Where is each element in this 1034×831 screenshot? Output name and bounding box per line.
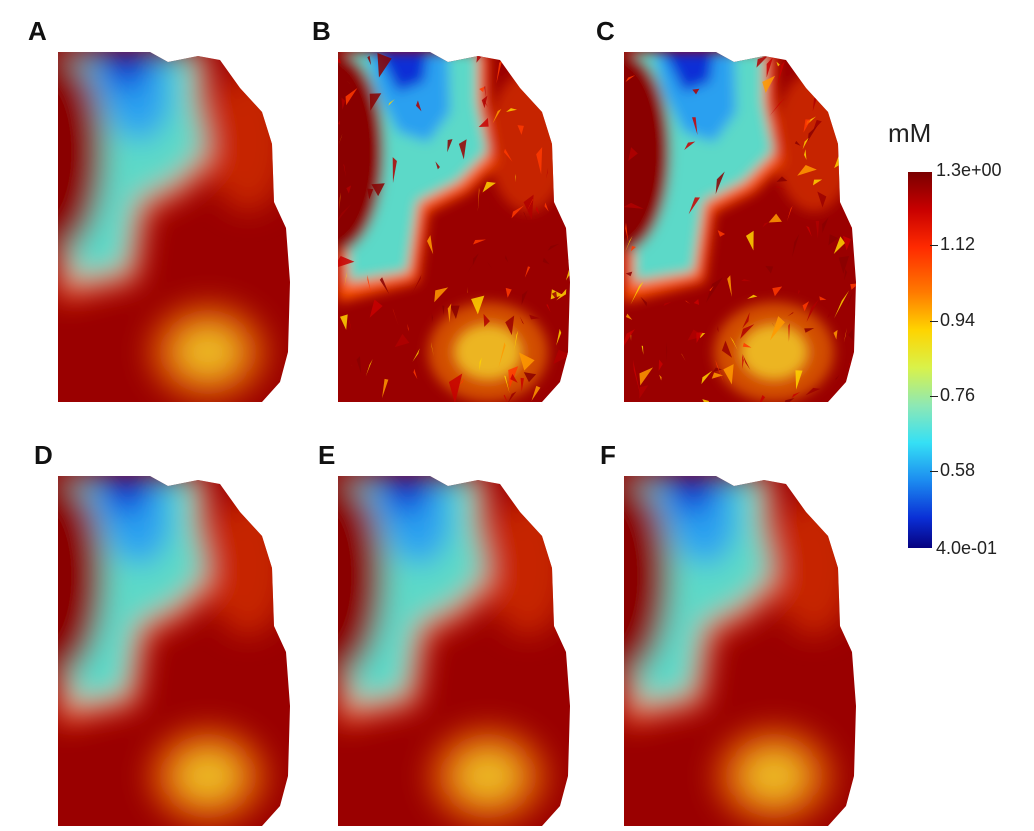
heatmap-svg <box>624 52 856 402</box>
panel-label-c: C <box>596 16 615 46</box>
panel-label-a: A <box>28 16 47 46</box>
colorbar-tick-2: 0.94 <box>930 310 975 331</box>
panel-label-b: B <box>312 16 331 46</box>
colorbar-min-label: 4.0e-01 <box>936 538 998 558</box>
colorbar-tick-1: 1.12 <box>930 234 975 255</box>
panel-label-f: F <box>600 440 616 470</box>
colorbar-title: mM <box>888 118 932 148</box>
heatmap-panel-a <box>58 52 294 402</box>
heatmap-panel-f <box>624 476 860 826</box>
panel-label-d: D <box>34 440 53 470</box>
colorbar-gradient <box>908 172 932 548</box>
heatmap-panel-d <box>58 476 294 826</box>
heatmap-svg <box>58 476 290 826</box>
heatmap-svg <box>338 476 570 826</box>
heatmap-panel-b <box>338 52 574 402</box>
colorbar-tick-4: 0.58 <box>930 460 975 481</box>
heatmap-svg <box>624 476 856 826</box>
colorbar-tick-3: 0.76 <box>930 385 975 406</box>
panel-label-e: E <box>318 440 336 470</box>
heatmap-svg <box>338 52 570 402</box>
heatmap-svg <box>58 52 290 402</box>
colorbar-max-label: 1.3e+00 <box>936 160 1002 180</box>
heatmap-panel-c <box>624 52 860 402</box>
heatmap-panel-e <box>338 476 574 826</box>
